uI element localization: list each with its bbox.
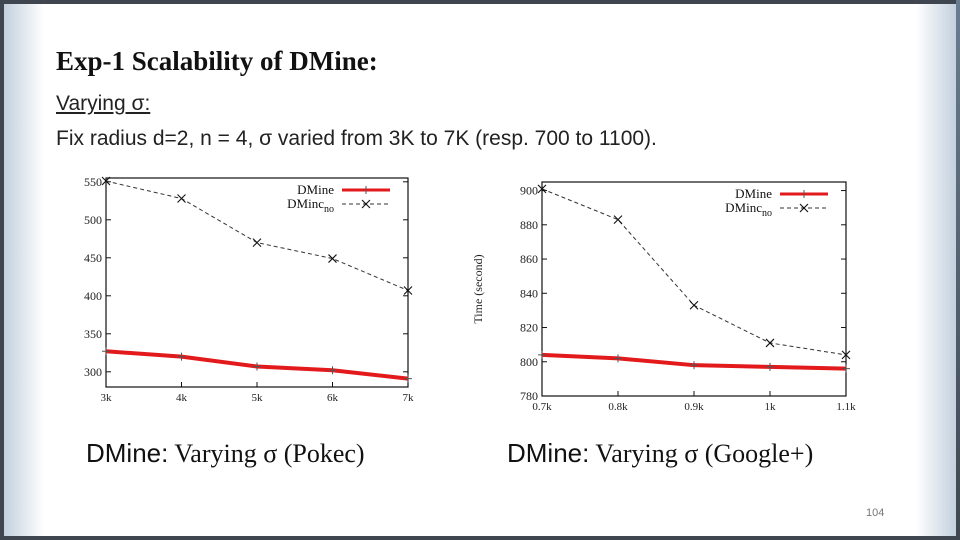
y-tick-label-googleplus: 840: [520, 286, 538, 300]
left-shade: [4, 4, 44, 536]
series-dmincno-point-pokec: [328, 254, 337, 263]
caption-pokec-rest: Varying σ (Pokec): [174, 439, 365, 468]
x-tick-label-googleplus: 1k: [765, 401, 777, 413]
caption-pokec-prefix: DMine:: [86, 438, 169, 468]
series-dmincno-point-googleplus: [537, 184, 547, 194]
caption-pokec: DMine: Varying σ (Pokec): [86, 438, 365, 469]
series-dmincno-point-pokec: [101, 176, 111, 186]
series-dmincno-point-googleplus: [689, 300, 699, 310]
series-dmincno-point-googleplus: [841, 350, 851, 360]
x-tick-label-pokec: 5k: [252, 392, 264, 404]
y-tick-label-pokec: 500: [84, 213, 102, 227]
x-tick-label-googleplus: 0.9k: [684, 401, 704, 413]
left-edge: [0, 0, 4, 540]
y-tick-label-pokec: 350: [84, 327, 102, 341]
x-tick-label-pokec: 4k: [176, 392, 188, 404]
caption-googleplus-prefix: DMine:: [507, 438, 590, 468]
chart-googleplus-svg: 780 800 820 840 860 880 900 0.7k 0.8k 0.9k 1k 1.1k T…: [471, 181, 856, 413]
series-dmine-point-googleplus: [614, 354, 622, 363]
y-tick-label-pokec: 300: [84, 365, 102, 379]
legend-label-dmincno-pokec: DMincno: [287, 196, 334, 215]
right-edge: [956, 0, 960, 540]
caption-googleplus: DMine: Varying σ (Google+): [507, 438, 813, 469]
x-tick-label-googleplus: 0.7k: [532, 401, 552, 413]
series-dmincno-point-pokec: [177, 194, 186, 203]
series-dmine-point-pokec: [102, 347, 110, 356]
caption-box: [72, 415, 422, 478]
series-dmincno-point-googleplus: [613, 215, 623, 225]
y-tick-label-googleplus: 780: [520, 389, 538, 403]
y-tick-label-googleplus: 820: [520, 321, 538, 335]
legend-label-dmine-googleplus: DMine: [735, 186, 772, 201]
series-dmincno-point-pokec: [403, 286, 413, 295]
series-dmincno-point-googleplus: [765, 338, 775, 348]
legend-label-dmincno-main-googleplus: DMinc: [725, 200, 762, 215]
page-number: 104: [866, 507, 885, 519]
y-tick-label-googleplus: 880: [520, 218, 538, 232]
series-dmine-point-pokec: [328, 366, 337, 375]
series-dmine-point-pokec: [177, 352, 186, 361]
slide-title: Exp-1 Scalability of DMine:: [56, 46, 378, 76]
series-dmincno-line-googleplus: [541, 188, 847, 356]
top-edge: [0, 0, 960, 4]
y-tick-label-googleplus: 800: [520, 355, 538, 369]
legend-label-dmincno-sub-pokec: no: [324, 204, 334, 215]
bottom-edge: [0, 536, 960, 540]
series-dmine-point-googleplus: [690, 361, 698, 370]
x-tick-label-pokec: 6k: [327, 392, 339, 404]
y-tick-label-googleplus: 900: [520, 184, 538, 198]
series-dmine-point-pokec: [253, 362, 261, 371]
series-dmine-point-pokec: [404, 374, 412, 383]
y-tick-label-googleplus: 860: [520, 252, 538, 266]
series-dmine-point-googleplus: [538, 350, 546, 359]
x-tick-label-googleplus: 0.8k: [608, 401, 628, 413]
slide-subtitle: Varying σ:: [56, 92, 151, 115]
series-dmincno-point-pokec: [252, 238, 262, 247]
legend-marker-dmincno-googleplus: [799, 203, 809, 213]
slide-description: Fix radius d=2, n = 4, σ varied from 3K …: [56, 127, 657, 150]
legend-label-dmincno-main-pokec: DMinc: [287, 196, 324, 211]
legend-label-dmincno-googleplus: DMincno: [725, 200, 772, 219]
legend-label-dmincno-sub-googleplus: no: [762, 208, 772, 219]
right-shade: [916, 4, 956, 536]
series-dmine-point-googleplus: [842, 364, 850, 373]
y-tick-label-pokec: 400: [84, 289, 102, 303]
series-dmine-point-googleplus: [766, 362, 774, 371]
x-tick-label-pokec: 7k: [403, 392, 415, 404]
x-tick-label-pokec: 3k: [101, 392, 113, 404]
series-dmincno-line-pokec: [105, 180, 409, 291]
chart-pokec: 300 350 400 450 500 550 3k 4k 5k 6k 7k DMine DMincno: [70, 170, 420, 415]
y-axis-label-googleplus: Time (second): [471, 254, 485, 323]
chart-googleplus: 780 800 820 840 860 880 900 0.7k 0.8k 0.9k 1k 1.1k T…: [466, 170, 866, 415]
legend-label-dmine-pokec: DMine: [297, 182, 334, 197]
y-tick-label-pokec: 450: [84, 251, 102, 265]
caption-googleplus-rest: Varying σ (Google+): [595, 439, 814, 468]
legend-marker-dmincno-pokec: [361, 199, 371, 209]
x-tick-label-googleplus: 1.1k: [836, 401, 856, 413]
y-tick-label-pokec: 550: [84, 175, 102, 189]
